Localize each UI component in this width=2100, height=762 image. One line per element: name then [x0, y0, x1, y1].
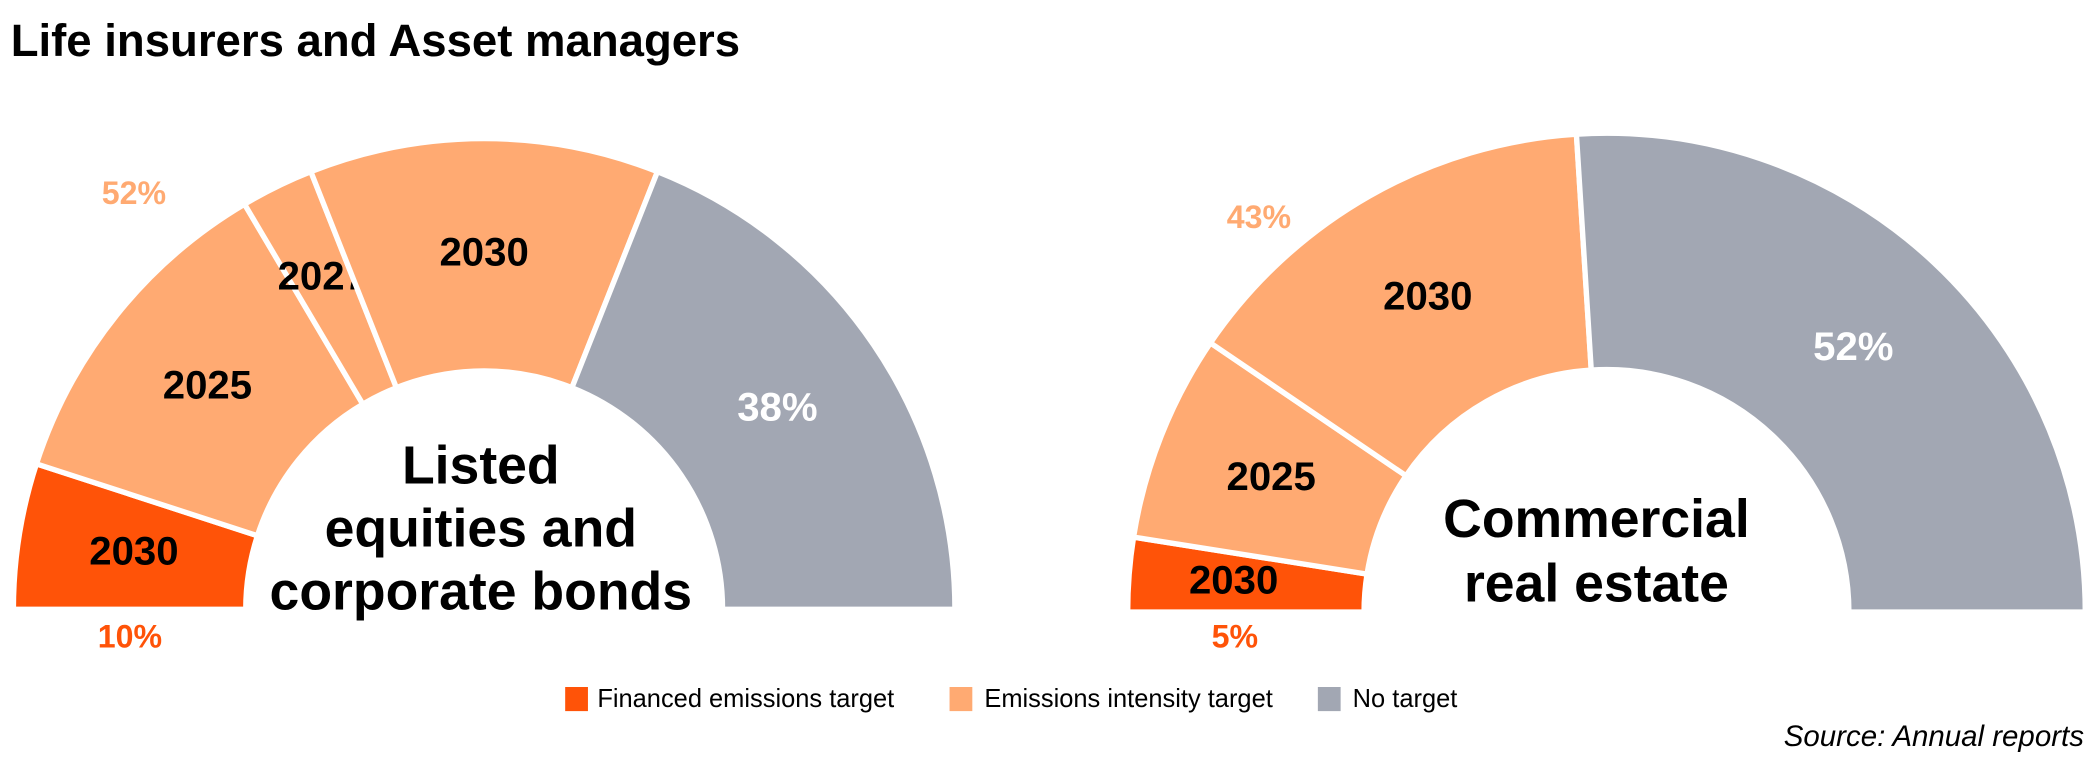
total-intensity-label: 52% — [102, 175, 166, 211]
legend-label: Financed emissions target — [597, 685, 894, 713]
segment-label: 2025 — [1227, 454, 1316, 499]
center-label-line: Listed — [402, 436, 560, 495]
segment-label: 2030 — [89, 528, 178, 573]
chart-title: Life insurers and Asset managers — [11, 15, 740, 66]
legend-label: No target — [1353, 685, 1458, 713]
segment-intensity — [1206, 131, 1595, 480]
legend-swatch-financed — [565, 687, 588, 712]
segment-intensity — [307, 135, 661, 392]
segment-none — [568, 168, 958, 613]
segment-label: 2030 — [439, 229, 528, 274]
segment-label: 2030 — [1189, 557, 1278, 602]
chart-commercial-real-estate: 2030 2025 2030 52% — [1124, 130, 2088, 615]
legend: Financed emissions target Emissions inte… — [565, 685, 1457, 713]
center-label-line: equities and — [325, 499, 637, 558]
segment-label: 2025 — [163, 362, 252, 407]
total-financed-label: 10% — [98, 618, 162, 654]
source-note: Source: Annual reports — [1784, 720, 2084, 753]
segment-label: 52% — [1813, 324, 1893, 369]
legend-swatch-intensity — [949, 687, 973, 712]
segment-label: 38% — [737, 385, 817, 430]
segment-intensity — [33, 200, 367, 540]
segment-none — [1573, 130, 2088, 615]
legend-label: Emissions intensity target — [984, 685, 1272, 713]
center-label-line: corporate bonds — [270, 562, 692, 621]
total-intensity-label: 43% — [1227, 199, 1291, 235]
center-label-line: Commercial — [1443, 490, 1750, 549]
legend-swatch-none — [1317, 687, 1341, 712]
total-financed-label: 5% — [1212, 618, 1258, 654]
center-label-line: real estate — [1464, 554, 1729, 613]
segment-label: 2030 — [1383, 273, 1472, 318]
